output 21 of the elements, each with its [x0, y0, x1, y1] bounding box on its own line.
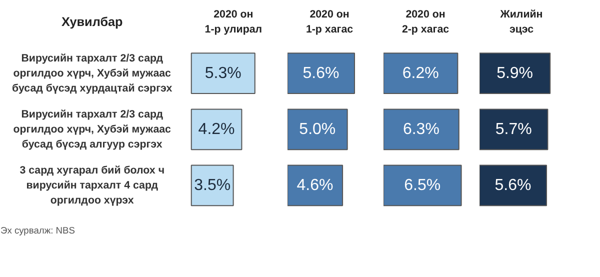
data-label: 4.2% — [198, 120, 235, 138]
data-label: 4.6% — [296, 176, 334, 194]
y-tick-label: 3 сард хугарал бий болох ч вирусийн тархалт 4 сард оргилдоо хүрэх — [20, 164, 165, 206]
data-label: 3.5% — [194, 176, 231, 194]
data-label: 6.5% — [404, 176, 441, 194]
data-label: 5.6% — [494, 176, 532, 194]
chart-title: 2020 он 2-р хагас — [402, 8, 450, 36]
y-tick-label: Вирусийн тархалт 2/3 сард оргилдоо хүрч, Хубэй мужаас бусад бүсэд хурдацтай сэргэх — [12, 52, 172, 94]
data-label: 5.6% — [302, 64, 340, 82]
text: Эх сурвалж: NBS — [0, 225, 75, 236]
data-label: 5.3% — [204, 64, 242, 82]
data-label: 5.0% — [299, 120, 336, 138]
data-label: 5.9% — [496, 64, 534, 82]
data-label: 6.3% — [402, 120, 440, 138]
chart-title: Жилийн эцэс — [499, 8, 543, 36]
data-label: 5.7% — [495, 120, 532, 138]
chart-title: 2020 он 1-р хагас — [306, 8, 354, 36]
y-axis-title: Хувилбар — [61, 14, 124, 29]
chart-title: 2020 он 1-р улирал — [204, 8, 262, 36]
y-tick-label: Вирусийн тархалт 2/3 сард оргилдоо хүрч, Хубэй мужаас бусад бүсэд алгуур сэргэх — [13, 108, 172, 150]
data-label: 6.2% — [402, 64, 439, 82]
